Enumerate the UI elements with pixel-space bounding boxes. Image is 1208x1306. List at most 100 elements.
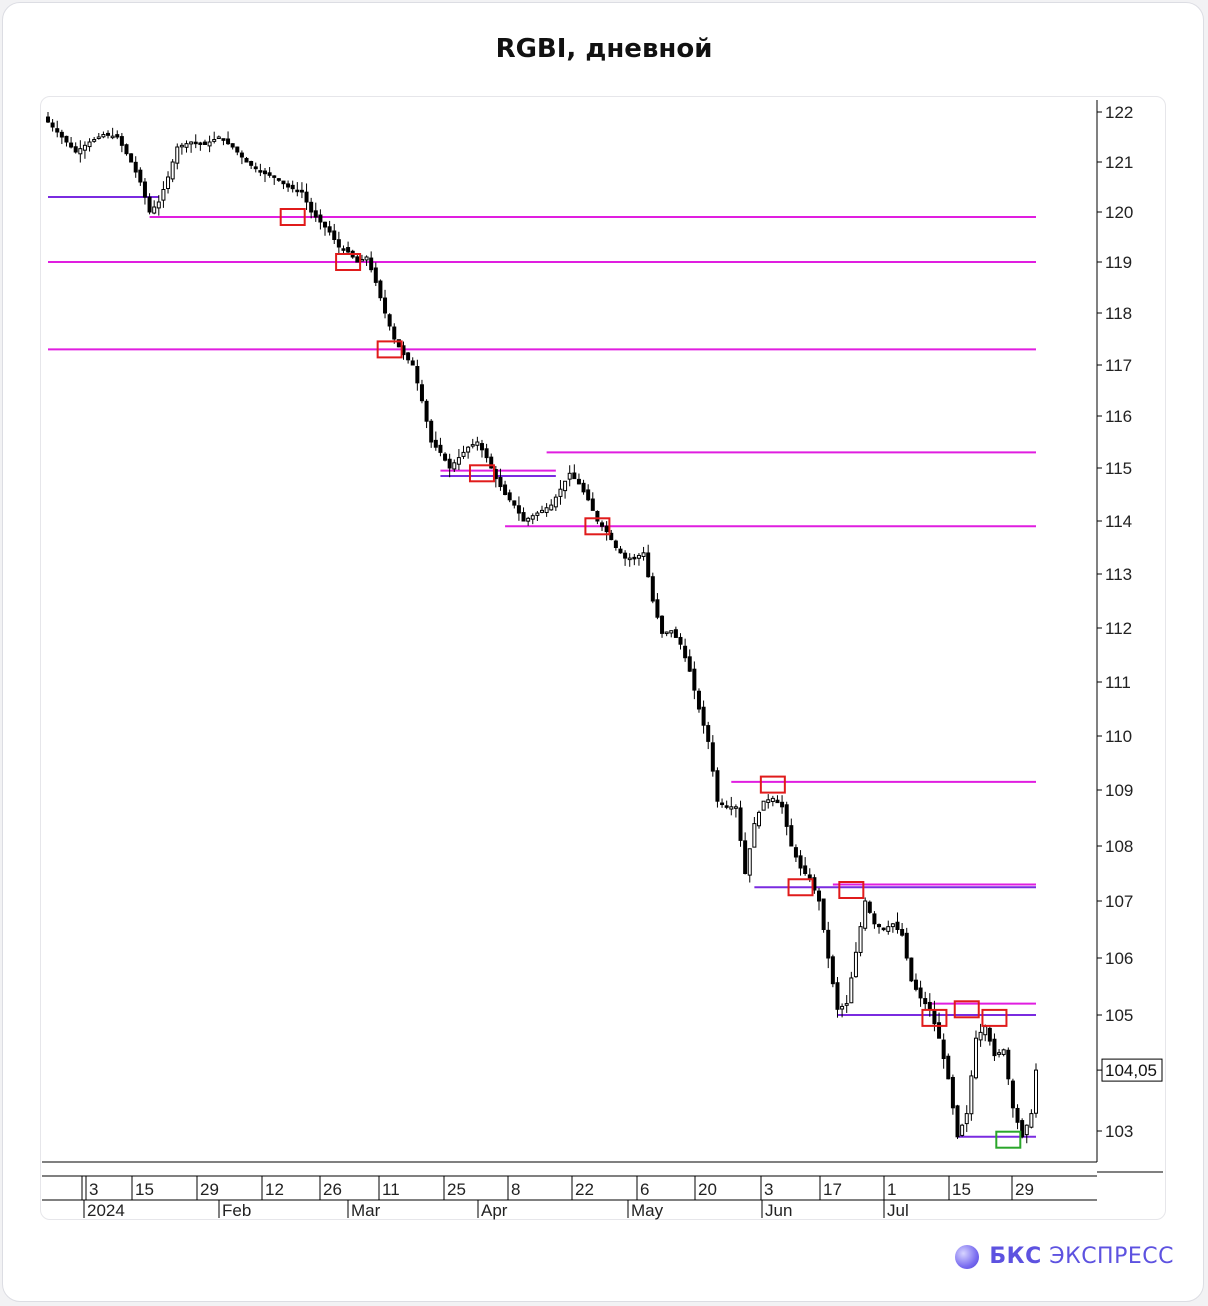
- candle-bear: [276, 178, 281, 181]
- level-marker: [759, 775, 786, 794]
- candle-bull: [82, 144, 87, 151]
- candle-bull: [886, 926, 891, 932]
- candle-bear: [355, 256, 360, 263]
- candle-bear: [115, 134, 120, 138]
- candle-bull: [544, 507, 549, 514]
- candle-bear: [267, 172, 272, 176]
- candle-bull: [853, 951, 858, 978]
- candle-bear: [503, 484, 508, 495]
- x-month-label: Mar: [351, 1201, 381, 1220]
- chart-title: RGBI, дневной: [495, 34, 713, 64]
- level-marker: [787, 878, 814, 897]
- candle-bear: [895, 921, 900, 930]
- y-tick-label: 119: [1105, 253, 1132, 272]
- x-day-label: 3: [89, 1180, 98, 1199]
- candle-bull: [170, 161, 175, 180]
- candle-bear: [650, 576, 655, 602]
- y-tick-label: 110: [1105, 727, 1132, 746]
- candle-bear: [327, 226, 332, 233]
- x-day-label: 12: [265, 1180, 284, 1199]
- candle-bull: [733, 806, 738, 809]
- candle-bull: [983, 1026, 988, 1036]
- candle-bear: [106, 132, 111, 136]
- candle-bear: [618, 548, 623, 554]
- y-tick-label: 120: [1105, 203, 1133, 222]
- candle-bull: [849, 977, 854, 1004]
- candle-bear: [46, 116, 50, 123]
- candle-bear: [793, 847, 798, 858]
- candle-bull: [475, 441, 480, 446]
- x-day-label: 26: [323, 1180, 342, 1199]
- candle-bull: [92, 139, 97, 142]
- candle-bear: [429, 420, 434, 443]
- candle-bear: [941, 1039, 946, 1060]
- candle-bear: [692, 668, 697, 691]
- candle-bear: [595, 510, 600, 522]
- candle-bull: [166, 176, 171, 190]
- candle-bear: [609, 532, 614, 541]
- y-tick-label: 107: [1105, 892, 1133, 911]
- candle-bull: [636, 554, 641, 559]
- y-tick-label: 122: [1105, 103, 1133, 122]
- candle-bull: [747, 848, 752, 876]
- candle-bull: [452, 462, 457, 470]
- level-marker: [584, 517, 611, 536]
- candle-bull: [761, 800, 766, 811]
- candle-bear: [817, 890, 822, 902]
- candle-bear: [419, 384, 424, 402]
- candle-bear: [913, 979, 918, 990]
- candle-bear: [600, 522, 605, 527]
- candle-bear: [1006, 1049, 1011, 1080]
- y-tick-label: 116: [1105, 407, 1132, 426]
- y-tick-label: 121: [1105, 153, 1133, 172]
- candle-bear: [193, 141, 198, 145]
- y-tick-label: 109: [1105, 781, 1133, 800]
- candle-bear: [272, 175, 277, 178]
- x-day-label: 1: [887, 1180, 896, 1199]
- candle-bear: [646, 552, 651, 578]
- candle-bull: [669, 630, 674, 634]
- y-tick-label: 117: [1105, 356, 1132, 375]
- candle-bull: [840, 1005, 845, 1010]
- candle-bull: [78, 148, 83, 155]
- candle-bear: [507, 492, 512, 501]
- candle-bear: [235, 146, 240, 153]
- candle-bull: [770, 797, 775, 803]
- candle-bull: [627, 557, 632, 561]
- candle-bull: [466, 446, 471, 453]
- brand-name: БКС ЭКСПРЕСС: [989, 1244, 1174, 1269]
- candle-bear: [258, 170, 263, 173]
- candle-bull: [156, 201, 161, 209]
- candle-bear: [73, 146, 78, 153]
- candle-bear: [710, 742, 715, 772]
- candle-bear: [923, 998, 928, 1005]
- candle-bull: [456, 457, 461, 465]
- y-tick-label: 103: [1105, 1122, 1133, 1141]
- candle-bear: [202, 141, 207, 145]
- candle-bull: [189, 141, 194, 145]
- candle-bear: [124, 144, 129, 155]
- candle-bear: [443, 453, 448, 461]
- candle-bear: [918, 987, 923, 999]
- candle-bear: [142, 181, 147, 198]
- candle-bear: [323, 221, 328, 228]
- candle-bull: [978, 1031, 983, 1041]
- candle-bear: [239, 152, 244, 158]
- candle-bull: [752, 823, 757, 848]
- candle-bull: [973, 1037, 978, 1079]
- candle-bull: [549, 504, 554, 511]
- candle-bear: [281, 180, 286, 185]
- candle-bear: [313, 210, 318, 218]
- candle-bear: [738, 807, 743, 841]
- candle-bear: [290, 184, 295, 190]
- candle-bear: [249, 161, 254, 166]
- x-day-label: 17: [823, 1180, 842, 1199]
- level-marker: [953, 1000, 980, 1019]
- candle-bear: [904, 932, 909, 959]
- candle-bear: [581, 482, 586, 493]
- candle-bear: [1015, 1107, 1020, 1123]
- candle-bear: [937, 1022, 942, 1039]
- level-marker: [995, 1130, 1022, 1149]
- candle-bear: [821, 898, 826, 931]
